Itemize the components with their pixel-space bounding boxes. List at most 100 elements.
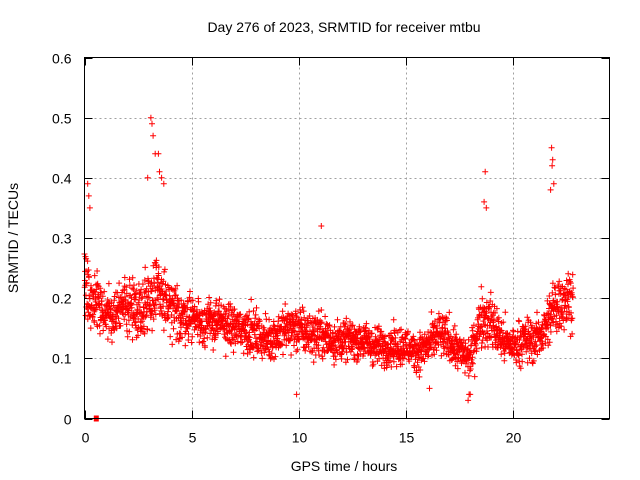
data-point xyxy=(196,339,203,346)
data-point xyxy=(311,332,318,339)
data-point xyxy=(435,310,442,317)
data-point xyxy=(368,330,375,337)
data-point xyxy=(484,330,491,337)
data-point xyxy=(96,295,102,302)
data-point xyxy=(131,319,138,326)
data-point xyxy=(517,365,524,372)
data-point xyxy=(316,352,322,358)
data-point xyxy=(165,314,172,320)
data-point xyxy=(308,349,315,356)
data-point xyxy=(212,302,219,309)
data-point xyxy=(331,323,338,330)
data-point xyxy=(539,324,546,331)
data-point xyxy=(322,313,329,320)
data-point xyxy=(533,342,540,349)
data-point xyxy=(129,274,136,281)
data-point xyxy=(410,336,417,343)
data-point xyxy=(398,326,405,333)
data-point xyxy=(246,308,253,315)
data-point xyxy=(292,318,299,325)
data-point xyxy=(250,354,257,361)
data-point xyxy=(250,308,257,314)
data-point xyxy=(349,322,356,329)
data-point xyxy=(267,330,273,337)
data-point xyxy=(173,308,180,315)
data-point xyxy=(558,323,565,330)
data-point xyxy=(562,302,569,309)
data-point xyxy=(307,319,314,326)
data-point xyxy=(182,342,189,349)
data-point xyxy=(117,322,124,329)
data-point xyxy=(530,357,537,364)
data-point xyxy=(326,322,333,329)
data-point xyxy=(292,308,299,315)
data-point xyxy=(91,319,98,326)
data-point xyxy=(139,313,146,320)
data-point xyxy=(569,271,576,278)
data-point xyxy=(417,367,424,373)
data-point xyxy=(201,330,207,337)
data-point xyxy=(539,340,546,347)
data-point xyxy=(142,313,149,320)
data-point xyxy=(315,342,322,349)
axis-ticks: 0 0.1 0.2 0.3 0.4 0.5 0.6 0 5 10 15 20 xyxy=(52,51,610,446)
grid xyxy=(84,57,610,419)
data-point xyxy=(240,350,247,357)
data-point xyxy=(343,315,350,322)
data-point-peak xyxy=(155,150,162,157)
data-point xyxy=(414,359,421,366)
x-axis-label: GPS time / hours xyxy=(291,458,398,474)
data-point xyxy=(237,311,244,318)
data-point xyxy=(502,309,509,316)
data-point xyxy=(200,310,206,317)
data-point xyxy=(516,337,523,343)
data-point xyxy=(483,310,490,317)
data-point xyxy=(188,339,195,346)
data-point xyxy=(262,310,269,317)
data-point xyxy=(91,272,98,279)
data-point xyxy=(133,294,139,301)
data-point xyxy=(537,328,544,335)
data-point xyxy=(435,316,442,323)
data-point-peak xyxy=(547,186,554,193)
data-point xyxy=(158,307,165,314)
data-point xyxy=(332,353,339,360)
data-point xyxy=(395,343,401,350)
data-point xyxy=(501,357,508,364)
data-point xyxy=(244,312,250,319)
data-point xyxy=(302,347,309,354)
data-point xyxy=(98,289,105,296)
data-point-peak xyxy=(150,132,157,139)
data-point xyxy=(570,285,577,292)
data-point xyxy=(387,357,394,364)
data-point xyxy=(553,328,560,335)
data-point xyxy=(155,264,162,270)
data-point xyxy=(473,345,480,352)
data-point xyxy=(454,365,461,372)
data-point xyxy=(413,367,420,374)
data-point xyxy=(132,290,139,297)
data-point xyxy=(348,323,355,329)
data-point xyxy=(256,318,263,324)
data-point xyxy=(332,356,339,363)
data-point xyxy=(116,280,123,287)
data-point xyxy=(272,353,279,360)
data-point xyxy=(545,342,552,349)
data-point xyxy=(370,361,377,368)
data-point xyxy=(320,344,327,351)
data-point xyxy=(109,339,115,346)
data-point xyxy=(252,335,259,342)
data-point xyxy=(129,285,136,292)
data-point xyxy=(547,311,554,318)
data-point xyxy=(90,311,97,318)
data-point xyxy=(167,333,174,340)
data-point xyxy=(212,334,219,341)
data-point xyxy=(121,316,128,323)
data-point xyxy=(282,301,289,307)
plot-frame xyxy=(84,57,610,419)
data-point xyxy=(390,358,397,365)
data-point xyxy=(525,328,532,335)
data-point xyxy=(185,337,192,343)
data-point-peak xyxy=(149,120,155,127)
